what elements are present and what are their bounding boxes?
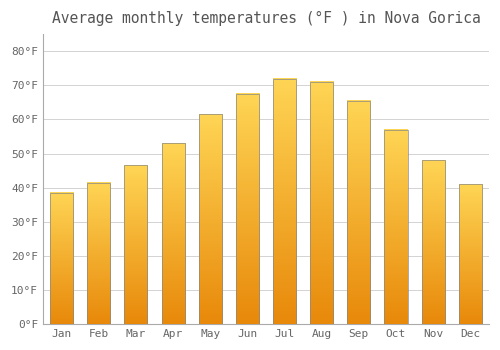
Bar xyxy=(348,101,370,324)
Bar xyxy=(50,193,73,324)
Bar xyxy=(422,160,444,324)
Bar xyxy=(459,184,482,324)
Bar xyxy=(384,130,407,324)
Bar xyxy=(236,94,259,324)
Bar xyxy=(198,114,222,324)
Bar xyxy=(162,144,184,324)
Bar xyxy=(310,82,333,324)
Bar xyxy=(87,183,110,324)
Bar xyxy=(273,78,296,324)
Bar xyxy=(124,166,148,324)
Title: Average monthly temperatures (°F ) in Nova Gorica: Average monthly temperatures (°F ) in No… xyxy=(52,11,480,26)
